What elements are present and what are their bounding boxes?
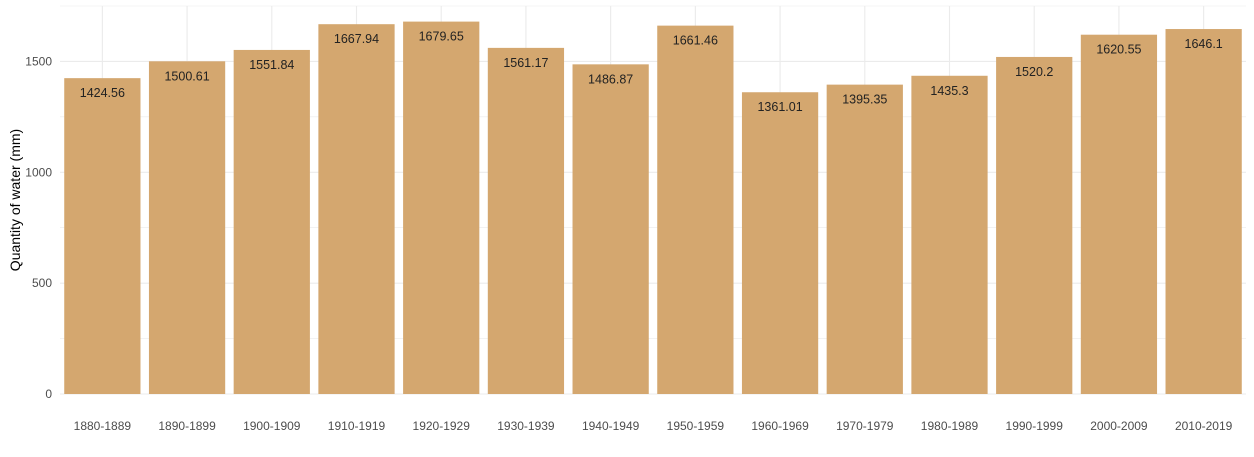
bar-value-label: 1424.56	[80, 86, 125, 100]
bar	[741, 92, 819, 395]
bar-value-label: 1361.01	[757, 100, 802, 114]
bar-value-label: 1500.61	[164, 69, 209, 83]
x-tick-label: 1940-1949	[582, 419, 640, 433]
bar	[826, 84, 903, 394]
bar	[996, 56, 1073, 394]
bar	[148, 61, 226, 394]
bar-value-labels: 1424.56 1500.61 1551.84 1667.94 1679.65 1561.…	[80, 30, 1223, 115]
y-tick-label: 1500	[25, 54, 52, 68]
bar	[403, 21, 480, 395]
x-tick-label: 2010-2019	[1175, 419, 1233, 433]
y-tick-label: 1000	[25, 165, 52, 179]
bar-value-label: 1486.87	[588, 72, 633, 86]
bar-value-label: 1520.2	[1015, 65, 1053, 79]
bar-value-label: 1679.65	[419, 30, 464, 44]
bar	[1080, 34, 1158, 394]
bar-value-label: 1620.55	[1096, 43, 1141, 57]
bar	[1165, 29, 1242, 395]
bar	[911, 75, 988, 394]
y-tick-label: 0	[45, 387, 52, 401]
bar-value-label: 1551.84	[249, 58, 294, 72]
x-tick-label: 1880-1889	[74, 419, 132, 433]
y-axis-title: Quantity of water (mm)	[7, 129, 23, 271]
x-tick-label: 1930-1939	[497, 419, 555, 433]
bar-value-label: 1395.35	[842, 93, 887, 107]
bar-value-label: 1561.17	[503, 56, 548, 70]
bars	[64, 21, 1242, 395]
x-tick-label: 1890-1899	[158, 419, 216, 433]
bar-value-label: 1661.46	[673, 34, 718, 48]
x-tick-label: 1910-1919	[328, 419, 386, 433]
x-tick-label: 1980-1989	[921, 419, 979, 433]
bar	[64, 78, 141, 394]
bar-value-label: 1646.1	[1185, 37, 1223, 51]
bar	[487, 47, 565, 395]
x-tick-label: 1960-1969	[751, 419, 809, 433]
x-tick-label: 1970-1979	[836, 419, 894, 433]
y-tick-label: 500	[32, 276, 52, 290]
x-tick-label: 1950-1959	[667, 419, 725, 433]
bar	[318, 24, 395, 394]
bar-value-label: 1435.3	[930, 84, 968, 98]
x-axis-ticks: 1880-1889 1890-1899 1900-1909 1910-1919 1920…	[74, 419, 1233, 433]
bar	[572, 64, 649, 394]
x-tick-label: 1920-1929	[413, 419, 471, 433]
bar	[657, 25, 734, 394]
bar-value-label: 1667.94	[334, 32, 379, 46]
y-axis-ticks: 0 500 1000 1500	[25, 54, 52, 401]
x-tick-label: 1990-1999	[1006, 419, 1064, 433]
x-tick-label: 1900-1909	[243, 419, 301, 433]
bar	[233, 49, 310, 394]
x-tick-label: 2000-2009	[1090, 419, 1148, 433]
